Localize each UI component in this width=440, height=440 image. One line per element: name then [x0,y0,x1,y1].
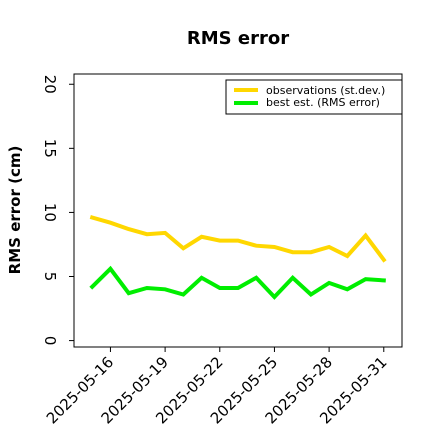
legend: observations (st.dev.) best est. (RMS er… [225,79,403,115]
series-line-0 [89,215,387,263]
legend-box [225,79,403,115]
legend-label-best-estimate: best est. (RMS error) [266,96,380,109]
y-tick-label: 5 [41,272,59,282]
y-axis-label: RMS error (cm) [6,146,24,275]
series-line-1 [89,265,386,300]
y-tick-label: 20 [41,75,59,94]
plot-area [89,215,387,300]
x-axis: 2025-05-162025-05-192025-05-222025-05-25… [43,347,391,427]
y-axis: 0 5 10 15 20 [41,75,74,346]
y-tick-label: 0 [41,336,59,346]
y-tick-label: 10 [41,203,59,222]
legend-label-observations: observations (st.dev.) [266,84,385,97]
y-tick-label: 15 [41,139,59,158]
plot-frame [73,73,403,348]
chart-title: RMS error [187,28,289,49]
